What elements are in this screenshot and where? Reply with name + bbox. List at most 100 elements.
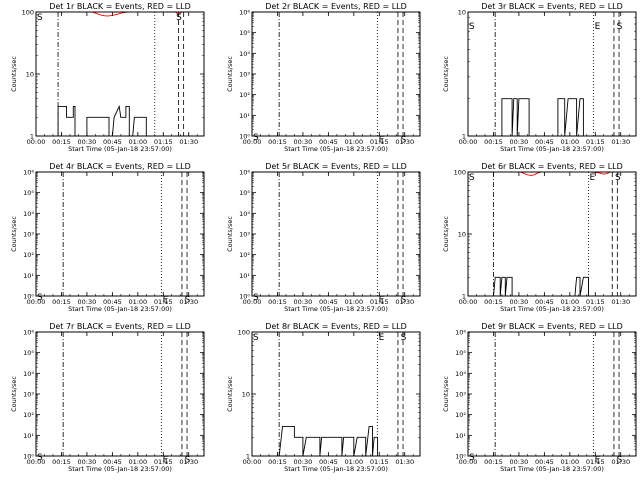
y-axis-label: Counts/sec	[442, 216, 450, 252]
x-tick-label: 01:00	[344, 458, 363, 466]
y-tick-label: 1	[30, 133, 34, 141]
event-marker-E: E	[595, 22, 601, 32]
x-tick-label: 01:30	[395, 138, 414, 146]
x-tick-label: 00:45	[103, 298, 122, 306]
y-tick-label: 10⁶	[239, 9, 250, 17]
y-tick-label: 10³	[23, 231, 34, 239]
x-axis-label: Start Time (05-Jan-18 23:57:00)	[500, 145, 604, 153]
event-marker-E: E	[379, 135, 385, 145]
y-tick-label: 100	[22, 9, 34, 17]
x-tick-label: 01:30	[395, 458, 414, 466]
y-tick-label: 1	[462, 133, 466, 141]
y-tick-label: 10	[26, 71, 34, 79]
y-tick-label: 10⁶	[23, 169, 34, 177]
x-tick-label: 01:30	[611, 138, 630, 146]
event-marker-E: E	[163, 295, 169, 305]
y-tick-label: 10⁵	[239, 29, 250, 37]
x-tick-label: 01:00	[560, 138, 579, 146]
axes-frame	[251, 11, 421, 137]
y-tick-label: 10⁵	[23, 189, 34, 197]
y-axis-label: Counts/sec	[10, 216, 18, 252]
x-tick-label: 00:00	[459, 298, 478, 306]
y-axis-label: Counts/sec	[226, 56, 234, 92]
y-tick-label: 10⁰	[23, 453, 34, 461]
series-line-1	[493, 276, 589, 297]
axes-frame	[251, 171, 421, 297]
y-tick-label: 10⁶	[239, 169, 250, 177]
x-tick-label: 00:45	[319, 458, 338, 466]
y-tick-label: 10⁰	[455, 453, 466, 461]
x-tick-label: 01:15	[154, 138, 173, 146]
event-marker-E: E	[595, 455, 601, 465]
x-tick-label: 00:30	[78, 138, 97, 146]
y-tick-label: 10³	[239, 71, 250, 79]
panel-6: Det 6r BLACK = Events, RED = LLD S E S 00:00…	[442, 162, 637, 313]
event-marker-S: S	[253, 293, 259, 303]
series-line-1	[57, 104, 147, 137]
event-marker-S: S	[617, 455, 623, 465]
y-tick-label: 1	[246, 453, 250, 461]
y-tick-label: 10¹	[455, 432, 466, 440]
x-axis-label: Start Time (05-Jan-18 23:57:00)	[284, 145, 388, 153]
x-tick-label: 00:00	[459, 458, 478, 466]
event-marker-S: S	[401, 333, 407, 343]
y-tick-label: 10¹	[23, 432, 34, 440]
x-tick-label: 00:30	[78, 298, 97, 306]
y-axis-label: Counts/sec	[442, 56, 450, 92]
event-marker-S: S	[37, 13, 43, 23]
x-tick-label: 01:15	[370, 458, 389, 466]
y-tick-label: 10⁴	[239, 50, 250, 58]
y-tick-label: 10	[242, 391, 250, 399]
y-tick-label: 10³	[239, 231, 250, 239]
event-marker-S: S	[617, 22, 623, 32]
series-line-2	[520, 171, 542, 176]
x-tick-label: 00:45	[103, 458, 122, 466]
x-tick-label: 00:00	[27, 458, 46, 466]
y-tick-label: 10³	[455, 391, 466, 399]
event-marker-S: S	[469, 22, 475, 32]
panel-title: Det 2r BLACK = Events, RED = LLD	[265, 2, 407, 11]
event-marker-S: S	[37, 453, 43, 463]
x-axis-label: Start Time (05-Jan-18 23:57:00)	[284, 465, 388, 473]
y-axis-label: Counts/sec	[10, 56, 18, 92]
y-tick-label: 1	[462, 293, 466, 301]
series-line-2	[91, 11, 128, 17]
x-tick-label: 01:00	[344, 298, 363, 306]
panel-3: Det 3r BLACK = Events, RED = LLD S E S 00:00…	[442, 2, 637, 153]
x-tick-label: 00:15	[268, 138, 287, 146]
y-tick-label: 10⁵	[23, 349, 34, 357]
event-marker-S: S	[185, 455, 191, 465]
panel-title: Det 3r BLACK = Events, RED = LLD	[481, 2, 623, 11]
axes-frame	[467, 331, 637, 457]
x-tick-label: 01:30	[611, 298, 630, 306]
panel-title: Det 6r BLACK = Events, RED = LLD	[481, 162, 623, 171]
x-tick-label: 00:00	[243, 458, 262, 466]
panel-title: Det 9r BLACK = Events, RED = LLD	[481, 322, 623, 331]
series-line-1	[501, 98, 584, 137]
x-tick-label: 01:30	[179, 458, 198, 466]
y-tick-label: 10¹	[23, 272, 34, 280]
event-marker-E: E	[379, 295, 385, 305]
x-tick-label: 00:15	[484, 138, 503, 146]
x-tick-label: 01:30	[395, 298, 414, 306]
x-tick-label: 00:45	[103, 138, 122, 146]
x-axis-label: Start Time (05-Jan-18 23:57:00)	[500, 465, 604, 473]
event-marker-S: S	[615, 173, 621, 183]
event-marker-S: S	[401, 135, 407, 145]
x-tick-label: 00:15	[484, 458, 503, 466]
x-tick-label: 01:30	[179, 138, 198, 146]
x-tick-label: 00:45	[319, 298, 338, 306]
y-tick-label: 10⁵	[455, 349, 466, 357]
x-tick-label: 00:30	[294, 138, 313, 146]
x-tick-label: 01:15	[370, 138, 389, 146]
y-tick-label: 10⁰	[23, 293, 34, 301]
x-axis-label: Start Time (05-Jan-18 23:57:00)	[284, 305, 388, 313]
x-tick-label: 00:15	[484, 298, 503, 306]
x-tick-label: 00:00	[243, 138, 262, 146]
event-marker-S: S	[253, 133, 259, 143]
x-tick-label: 01:15	[370, 298, 389, 306]
y-tick-label: 10⁴	[23, 210, 34, 218]
x-tick-label: 00:00	[243, 298, 262, 306]
